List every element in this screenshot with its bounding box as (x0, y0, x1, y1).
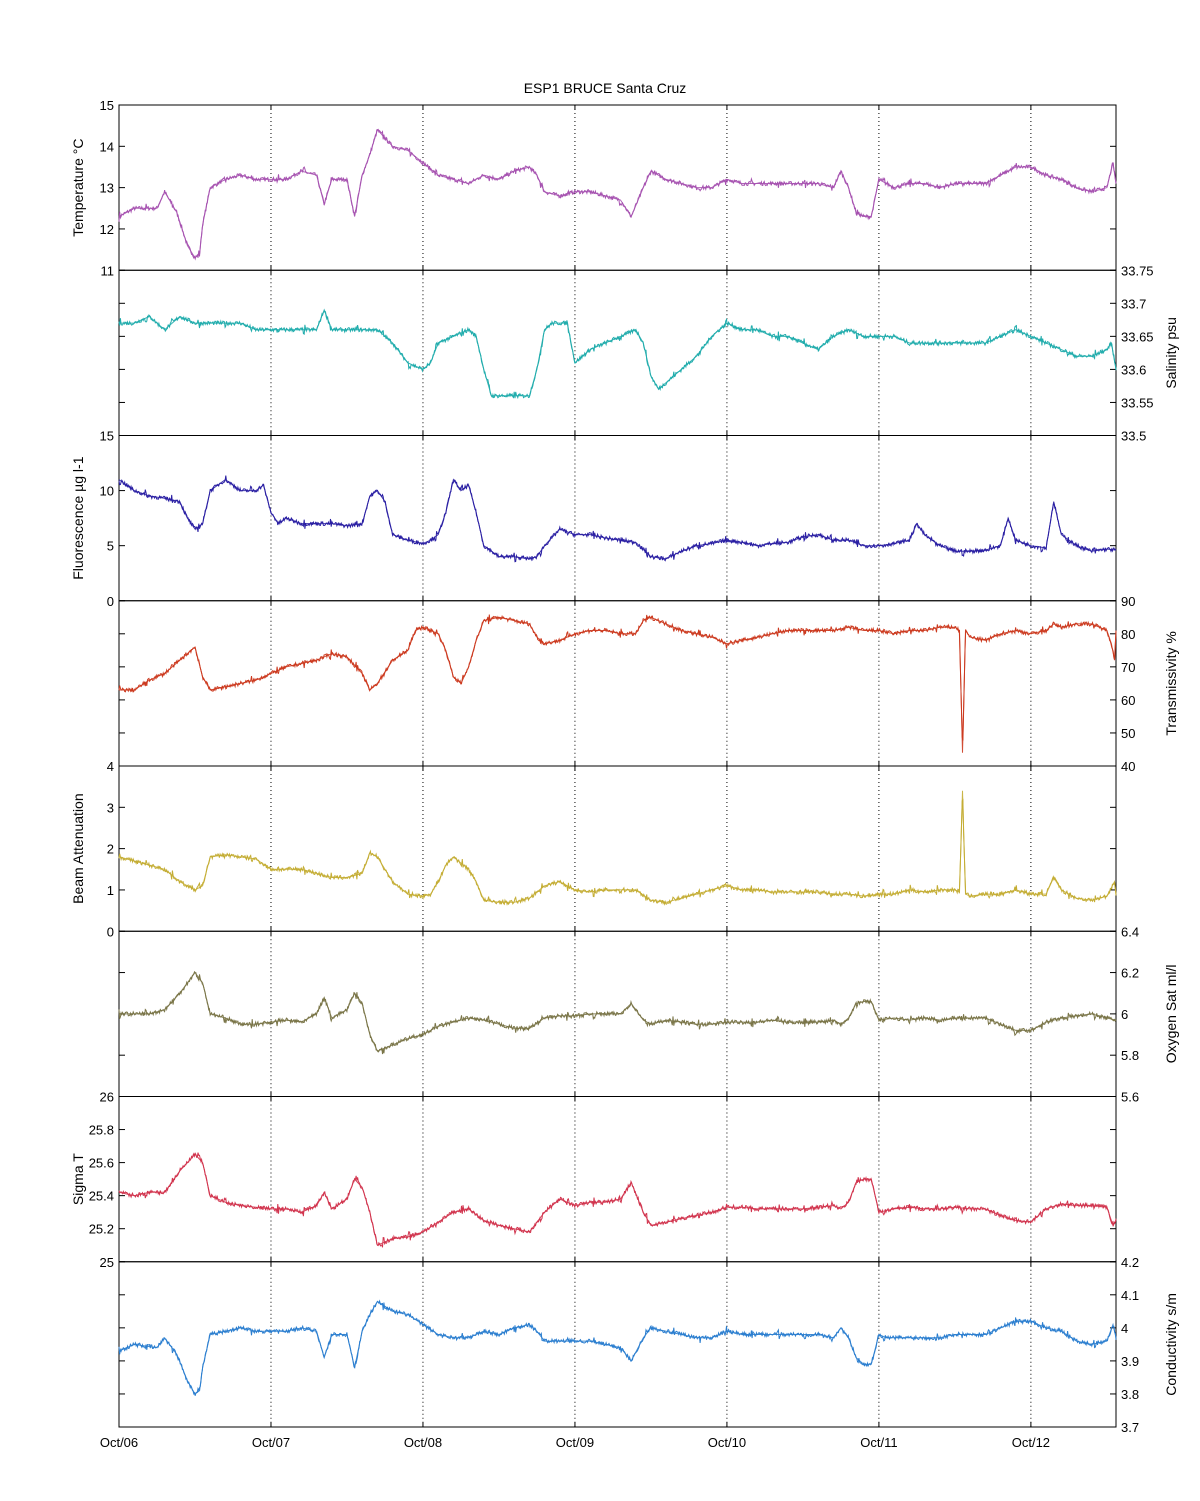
x-tick-label: Oct/07 (252, 1435, 290, 1450)
y-tick-label: 5 (107, 539, 114, 554)
chart-title: ESP1 BRUCE Santa Cruz (524, 80, 687, 96)
x-tick-label: Oct/10 (708, 1435, 746, 1450)
panel-fluorescence: 0 5 10 15 Fluorescence µg l-1 (70, 429, 1117, 609)
y-tick-label: 50 (1121, 726, 1135, 741)
y-tick-label: 5.8 (1121, 1048, 1139, 1063)
series-trend-oxygen-sat (119, 971, 1117, 1052)
y-tick-label: 4.1 (1121, 1288, 1139, 1303)
series-line-conductivity (118, 1299, 1117, 1396)
y-tick-label: 70 (1121, 660, 1135, 675)
y-tick-label: 4.2 (1121, 1255, 1139, 1270)
series-trend-temperature (118, 128, 1117, 259)
y-tick-label: 33.6 (1121, 362, 1146, 377)
panel-conductivity: 3.7 3.8 3.9 4 4.1 4.2 Conductivity s/m (118, 1255, 1179, 1435)
y-axis-label: Conductivity s/m (1163, 1293, 1179, 1396)
y-tick-label: 15 (100, 98, 114, 113)
y-axis-label: Salinity psu (1163, 317, 1179, 389)
y-tick-label: 0 (107, 594, 114, 609)
y-tick-label: 33.7 (1121, 296, 1146, 311)
y-tick-label: 33.5 (1121, 429, 1146, 444)
y-tick-label: 25.4 (89, 1189, 114, 1204)
y-tick-label: 4 (1121, 1321, 1128, 1336)
y-tick-label: 3.8 (1121, 1387, 1139, 1402)
y-tick-label: 40 (1121, 759, 1135, 774)
y-tick-label: 2 (107, 842, 114, 857)
y-tick-label: 60 (1121, 693, 1135, 708)
y-tick-label: 3 (107, 800, 114, 815)
x-axis: Oct/06 Oct/07 Oct/08 Oct/09 Oct/10 Oct/11 Oct/… (100, 1435, 1050, 1450)
y-tick-label: 15 (100, 429, 114, 444)
y-tick-label: 11 (101, 263, 115, 278)
y-tick-label: 12 (100, 222, 114, 237)
y-tick-label: 80 (1121, 627, 1135, 642)
y-tick-label: 25.2 (89, 1222, 114, 1237)
y-axis-label: Oxygen Sat ml/l (1163, 964, 1179, 1063)
panel-frame (118, 600, 1117, 767)
series-line-fluorescence (118, 475, 1117, 563)
y-tick-label: 6 (1121, 1007, 1128, 1022)
y-tick-label: 6.2 (1121, 966, 1139, 981)
y-axis-label: Fluorescence µg l-1 (70, 456, 86, 579)
x-tick-label: Oct/06 (100, 1435, 138, 1450)
y-tick-label: 10 (100, 484, 114, 499)
panel-frame (118, 269, 1117, 436)
panel-frame (118, 1261, 1117, 1428)
y-tick-label: 1 (107, 883, 114, 898)
y-tick-label: 14 (100, 139, 114, 154)
y-axis-label: Transmissivity % (1163, 631, 1179, 736)
x-tick-label: Oct/08 (404, 1435, 442, 1450)
series-trend-conductivity (118, 1300, 1117, 1395)
panel-temperature: 11 12 13 14 15 Temperature °C (70, 98, 1117, 278)
panel-frame (118, 765, 1117, 932)
x-tick-label: Oct/09 (556, 1435, 594, 1450)
y-tick-label: 25.8 (89, 1123, 114, 1138)
series-trend-salinity (119, 308, 1117, 397)
y-tick-label: 13 (100, 181, 114, 196)
panel-oxygen-sat: 5.6 5.8 6 6.2 6.4 Oxygen Sat ml/l (118, 924, 1179, 1105)
y-axis-label: Sigma T (70, 1153, 86, 1205)
y-axis-label: Beam Attenuation (70, 793, 86, 904)
panel-transmissivity: 40 50 60 70 80 90 Transmissivity % (118, 594, 1179, 774)
panel-salinity: 33.5 33.55 33.6 33.65 33.7 33.75 Salinity psu (118, 263, 1179, 444)
panel-frame (118, 1096, 1117, 1263)
series-trend-transmissivity (119, 616, 1117, 753)
y-axis-label: Temperature °C (70, 139, 86, 237)
series-trend-beam-attenuation (118, 790, 1117, 903)
panel-frame (118, 435, 1117, 602)
series-line-temperature (118, 128, 1117, 261)
series-trend-fluorescence (118, 478, 1117, 560)
y-tick-label: 3.7 (1121, 1420, 1139, 1435)
y-tick-label: 25 (100, 1255, 114, 1270)
x-tick-label: Oct/12 (1012, 1435, 1050, 1450)
y-tick-label: 4 (107, 759, 114, 774)
panel-sigma-t: 25 25.2 25.4 25.6 25.8 26 Sigma T (70, 1090, 1117, 1270)
x-tick-label: Oct/11 (860, 1435, 897, 1450)
panel-beam-attenuation: 0 1 2 3 4 Beam Attenuation (70, 759, 1117, 939)
series-line-salinity (118, 310, 1117, 400)
series-trend-sigma-t (118, 1153, 1117, 1246)
series-line-beam-attenuation (118, 798, 1117, 906)
y-tick-label: 5.6 (1121, 1090, 1139, 1105)
y-tick-label: 33.55 (1121, 395, 1154, 410)
series-line-oxygen-sat (118, 970, 1117, 1055)
y-tick-label: 33.65 (1121, 329, 1154, 344)
y-tick-label: 33.75 (1121, 263, 1154, 278)
y-tick-label: 26 (100, 1090, 114, 1105)
y-tick-label: 3.9 (1121, 1354, 1139, 1369)
panel-frame (118, 104, 1117, 271)
y-tick-label: 25.6 (89, 1156, 114, 1171)
y-tick-label: 0 (107, 924, 114, 939)
y-tick-label: 6.4 (1121, 924, 1139, 939)
y-tick-label: 90 (1121, 594, 1135, 609)
